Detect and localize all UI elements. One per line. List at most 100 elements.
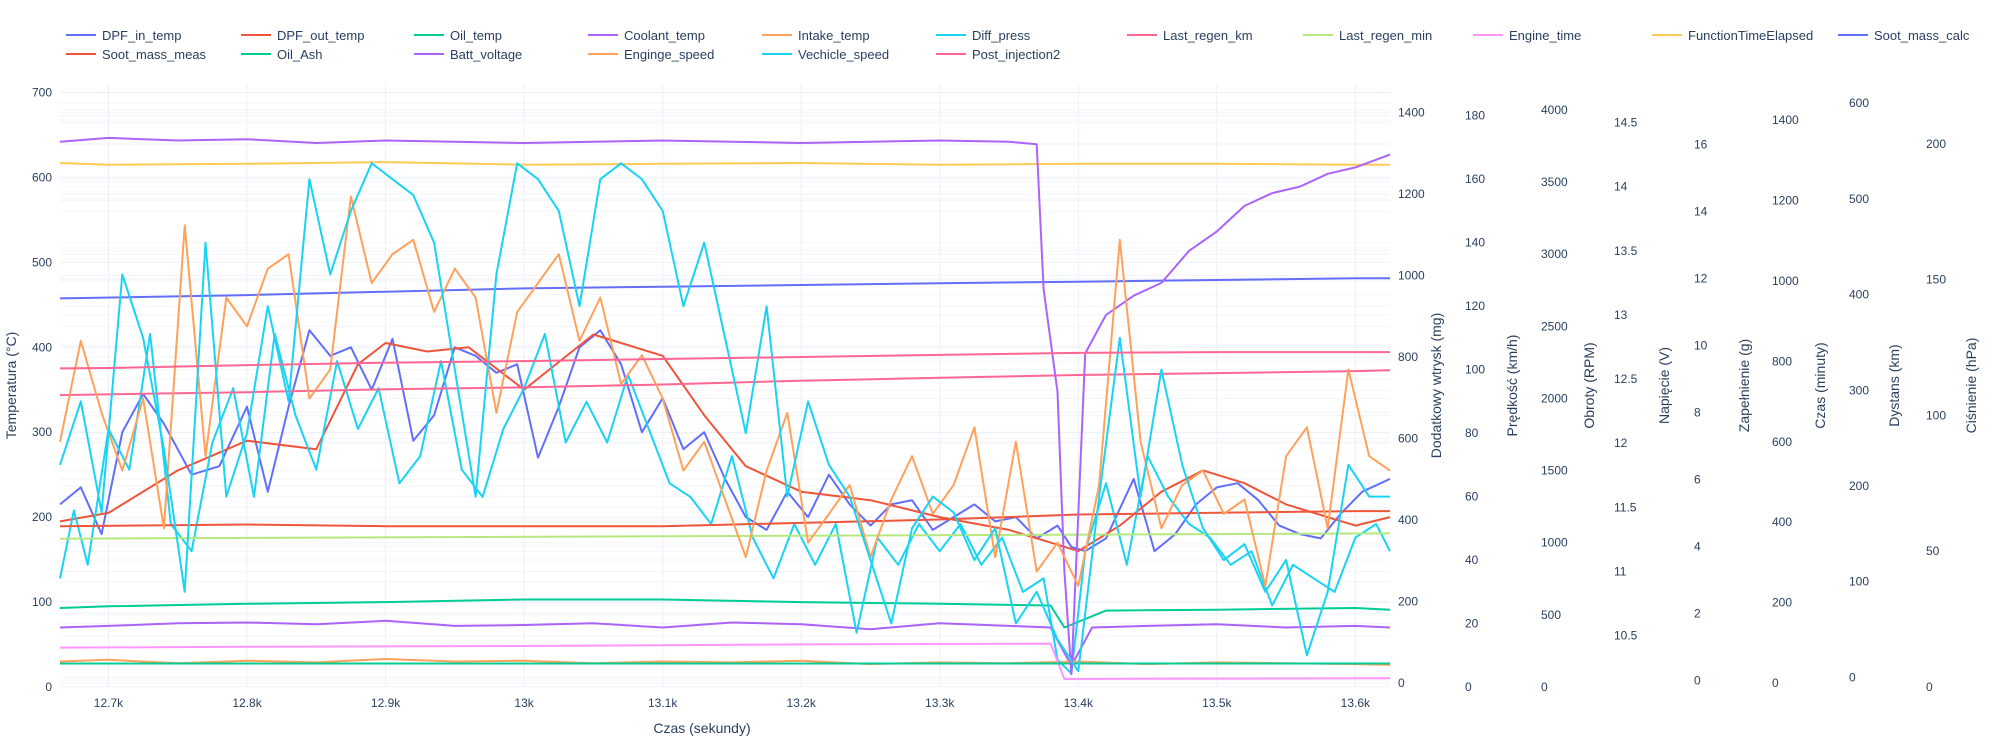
legend-label: Soot_mass_calc [1874,28,1970,43]
y-tick-label-y7: 1200 [1772,194,1799,208]
y-tick-label-y6: 8 [1694,405,1701,419]
series-lines [59,136,1391,680]
x-tick-label: 13.2k [787,696,817,710]
y-tick-label-y6: 12 [1694,271,1708,285]
y-tick-label-y8: 200 [1849,479,1869,493]
y-tick-label-y7: 200 [1772,596,1792,610]
legend-item: DPF_out_temp [241,28,364,43]
y-tick-label-y3: 140 [1465,236,1485,250]
y-axis-title-y3: Prędkość (km/h) [1504,335,1520,437]
x-tick-label: 13k [514,696,534,710]
x-tick-label: 12.7k [94,696,124,710]
y-tick-label-y4: 3500 [1541,175,1568,189]
legend: DPF_in_temp DPF_out_temp Oil_temp Coolant_t… [66,28,1970,62]
y-tick-label-y1: 100 [32,595,52,609]
y-tick-label-y4: 3000 [1541,247,1568,261]
y-tick-label-y3: 20 [1465,617,1479,631]
legend-item: Engine_time [1473,28,1581,43]
y-tick-label-y1: 0 [45,680,52,694]
x-tick-label: 13.1k [648,696,678,710]
y-tick-label-y1: 500 [32,255,52,269]
y-tick-label-y8: 100 [1849,575,1869,589]
y-tick-label-y5: 12 [1614,436,1628,450]
legend-label: Oil_Ash [277,47,323,62]
x-tick-label: 12.9k [371,696,401,710]
series-line-last-regen-min [59,532,1391,540]
y-tick-label-y8: 300 [1849,383,1869,397]
x-tick-label: 12.8k [232,696,262,710]
legend-label: Engine_time [1509,28,1581,43]
y-tick-label-y7: 800 [1772,354,1792,368]
series-line-dpf-out-temp [59,333,1391,553]
series-line-dpf-in-temp [59,329,1391,553]
y-tick-label-y3: 80 [1465,426,1479,440]
y-tick-label-y2: 400 [1398,513,1418,527]
y-tick-label-y6: 10 [1694,338,1708,352]
y-axis-title-y2: Dodatkowy wtrysk (mg) [1428,313,1444,458]
y-tick-label-y5: 12.5 [1614,372,1638,386]
y-tick-label-y6: 14 [1694,204,1708,218]
legend-label: Last_regen_min [1339,28,1432,43]
y-tick-label-y4: 2500 [1541,319,1568,333]
y-tick-label-y6: 6 [1694,472,1701,486]
y-tick-label-y5: 11.5 [1614,500,1637,514]
legend-item: FunctionTimeElapsed [1652,28,1813,43]
series-line-oil-temp [59,598,1391,629]
y-tick-label-y3: 60 [1465,490,1479,504]
y-tick-label-y4: 2000 [1541,391,1568,405]
series-line-batt-voltage [59,136,1391,676]
axes: 12.7k 12.8k 12.9k 13k 13.1k 13.2k 13.3k 13.4k 13… [3,85,1979,710]
legend-item: Vechicle_speed [762,47,889,62]
series-line-coolant-temp [59,619,1391,667]
y-tick-label-y7: 1000 [1772,274,1799,288]
legend-label: Diff_press [972,28,1031,43]
legend-item: Post_injection2 [936,47,1060,62]
legend-item: Coolant_temp [588,28,705,43]
legend-label: Soot_mass_meas [102,47,207,62]
legend-label: Post_injection2 [972,47,1060,62]
legend-label: Oil_temp [450,28,502,43]
y-tick-label-y5: 14.5 [1614,115,1638,129]
y-tick-label-y3: 160 [1465,172,1485,186]
y-tick-label-y2: 1000 [1398,268,1425,282]
legend-label: DPF_in_temp [102,28,181,43]
y-tick-label-y8: 400 [1849,288,1869,302]
series-line-soot-mass-meas [59,510,1390,528]
y-axis-title-y7: Czas (minuty) [1812,342,1828,428]
y-tick-label-y1: 600 [32,170,52,184]
y-tick-label-y2: 200 [1398,594,1418,608]
legend-item: Oil_Ash [241,47,323,62]
y-tick-label-y4: 1500 [1541,464,1568,478]
y-tick-label-y6: 4 [1694,539,1701,553]
y-axis-title-y9: Ciśnienie (hPa) [1963,338,1979,434]
y-tick-label-y6: 0 [1694,673,1701,687]
y-tick-label-y7: 600 [1772,435,1792,449]
y-tick-label-y9: 150 [1926,273,1946,287]
y-tick-label-y9: 200 [1926,137,1946,151]
series-line-functiontimeelapsed [59,161,1390,166]
legend-item: Soot_mass_calc [1838,28,1970,43]
y-axis-title-y8: Dystans (km) [1886,344,1902,426]
y-tick-label-y1: 700 [32,85,52,99]
y-tick-label-y8: 600 [1849,96,1869,110]
legend-item: Intake_temp [762,28,870,43]
y-tick-label-y8: 500 [1849,192,1869,206]
x-tick-label: 13.3k [925,696,955,710]
y-tick-label-y3: 40 [1465,553,1479,567]
y-tick-label-y4: 4000 [1541,103,1568,117]
y-tick-label-y8: 0 [1849,670,1856,684]
legend-item: Last_regen_min [1303,28,1432,43]
legend-item: Oil_temp [414,28,502,43]
y-tick-label-y9: 50 [1926,544,1940,558]
plot-area [60,84,1390,687]
legend-label: FunctionTimeElapsed [1688,28,1813,43]
y-tick-label-y2: 1200 [1398,187,1425,201]
y-tick-label-y1: 200 [32,510,52,524]
y-tick-label-y4: 1000 [1541,536,1568,550]
series-line-post-injection2 [59,351,1390,370]
legend-label: Batt_voltage [450,47,522,62]
y-axis-title-y4: Obroty (RPM) [1581,342,1597,428]
x-tick-label: 13.4k [1064,696,1094,710]
y-tick-label-y2: 600 [1398,431,1418,445]
y-tick-label-y5: 13.5 [1614,244,1638,258]
